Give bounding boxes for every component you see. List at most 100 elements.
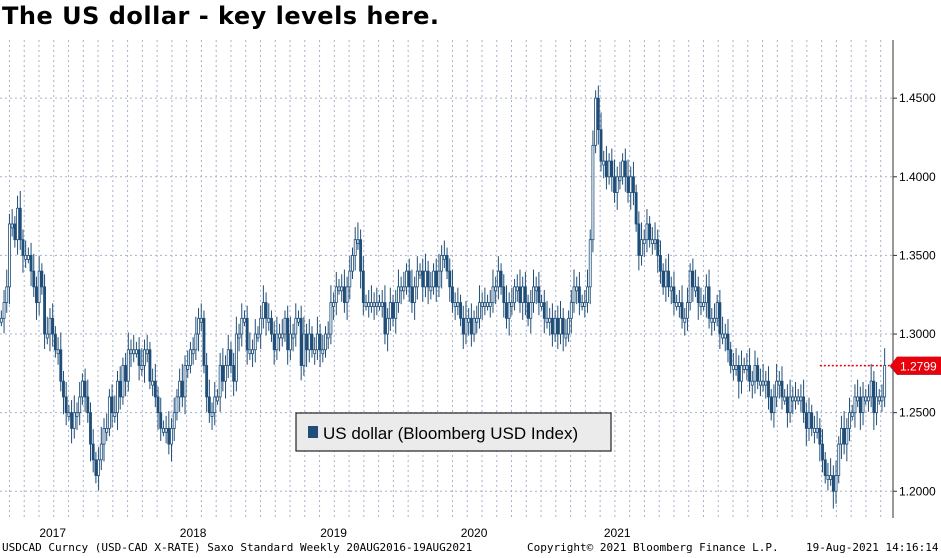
candle-body xyxy=(189,349,192,366)
candle-body xyxy=(275,333,279,351)
candle-body xyxy=(240,317,244,335)
candle-body xyxy=(721,333,725,339)
candle-body xyxy=(848,412,851,429)
candle-body xyxy=(507,302,511,319)
candle-body xyxy=(29,255,33,272)
candle-body xyxy=(586,286,589,303)
candle-body xyxy=(556,317,560,335)
candle-body xyxy=(729,349,733,366)
candle-body xyxy=(21,239,25,256)
candle-body xyxy=(307,333,311,351)
x-tick-label: 2019 xyxy=(320,526,347,540)
candle-body xyxy=(453,302,457,307)
candle-body xyxy=(840,427,843,445)
candle-body xyxy=(650,239,654,245)
candle-body xyxy=(340,286,344,292)
candle-body xyxy=(875,396,878,414)
candle-body xyxy=(10,223,14,229)
chart-title: The US dollar - key levels here. xyxy=(2,2,440,30)
x-tick-label: 2021 xyxy=(604,526,631,540)
candle-body xyxy=(359,239,363,272)
candle-body xyxy=(464,317,468,335)
candle-body xyxy=(180,380,184,398)
candle-body xyxy=(156,396,160,414)
candle-body xyxy=(442,255,446,260)
candle-body xyxy=(750,380,754,386)
candle-body xyxy=(845,427,849,445)
candle-body xyxy=(686,302,689,319)
candle-body xyxy=(448,270,452,288)
candle-body xyxy=(812,427,816,433)
candle-body xyxy=(583,302,587,307)
candle-body xyxy=(210,412,214,417)
candle-body xyxy=(880,396,884,402)
candle-body xyxy=(342,286,346,303)
candle-body xyxy=(850,412,854,417)
candle-body xyxy=(669,286,673,292)
candle-body xyxy=(0,317,3,323)
candle-body xyxy=(324,333,327,351)
candle-body xyxy=(337,286,341,292)
candle-body xyxy=(105,427,109,433)
candle-body xyxy=(496,270,500,288)
candle-body xyxy=(194,333,198,351)
candle-body xyxy=(810,412,814,429)
candle-body xyxy=(502,286,506,303)
candle-body xyxy=(572,286,576,303)
candle-body xyxy=(680,302,684,319)
candles xyxy=(0,85,887,509)
candle-body xyxy=(45,333,49,339)
candle-body xyxy=(694,286,697,292)
candle-body xyxy=(864,396,868,402)
candle-body xyxy=(494,286,498,292)
candle-body xyxy=(118,380,122,398)
candle-body xyxy=(591,144,595,241)
candle-body xyxy=(145,349,149,355)
candle-body xyxy=(199,317,203,323)
y-tick-label: 1.3000 xyxy=(899,327,936,341)
candle-body xyxy=(642,239,646,245)
candle-body xyxy=(707,286,711,319)
candle-body xyxy=(394,302,398,319)
candle-body xyxy=(534,286,538,292)
candle-body xyxy=(132,349,136,355)
candle-body xyxy=(445,255,449,272)
candle-body xyxy=(480,302,484,307)
candle-body xyxy=(672,286,676,303)
y-tick-label: 1.2500 xyxy=(899,406,936,420)
candle-body xyxy=(216,396,219,402)
candle-body xyxy=(56,349,60,355)
candle-body xyxy=(632,176,635,193)
candle-body xyxy=(550,317,554,335)
candle-body xyxy=(640,239,643,256)
candle-body xyxy=(253,333,257,351)
candle-body xyxy=(513,286,517,303)
footer-copyright: Copyright© 2021 Bloomberg Finance L.P. xyxy=(527,541,779,554)
candle-body xyxy=(837,443,841,476)
candle-body xyxy=(405,270,408,288)
candle-body xyxy=(224,365,227,382)
legend-label: US dollar (Bloomberg USD Index) xyxy=(323,424,578,443)
candle-body xyxy=(134,349,138,355)
candle-body xyxy=(5,286,9,303)
candle-body xyxy=(64,396,68,414)
candle-body xyxy=(40,270,44,288)
candle-body xyxy=(83,380,87,398)
candle-body xyxy=(345,286,349,303)
candle-body xyxy=(305,333,309,351)
candle-body xyxy=(16,207,19,241)
candle-body xyxy=(510,302,514,307)
candle-body xyxy=(553,317,557,335)
candle-body xyxy=(802,396,806,414)
candle-body xyxy=(397,286,400,303)
candle-body xyxy=(361,270,365,303)
candle-body xyxy=(785,396,789,414)
candle-body xyxy=(53,333,57,351)
candle-body xyxy=(688,270,692,303)
candle-body xyxy=(410,286,414,303)
candle-body xyxy=(664,270,668,288)
candle-body xyxy=(226,349,230,366)
candle-body xyxy=(102,427,106,445)
candle-body xyxy=(407,270,411,288)
candle-body xyxy=(515,286,519,292)
